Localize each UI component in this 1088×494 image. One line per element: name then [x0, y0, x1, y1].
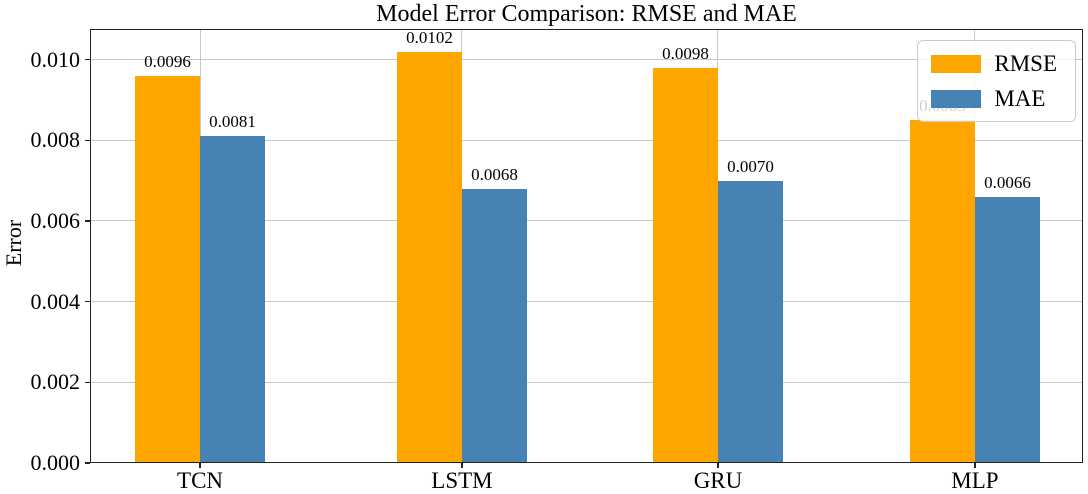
bar-rmse-lstm: [396, 51, 462, 463]
h-gridline: [90, 381, 1083, 383]
y-tick-label: 0.000: [30, 450, 81, 475]
bar-mae-gru: [717, 180, 783, 463]
bar-mae-tcn: [200, 136, 266, 463]
y-tick-label: 0.006: [30, 207, 81, 233]
h-gridline: [90, 139, 1083, 141]
y-tick-label: 0.002: [30, 369, 81, 395]
bar-value-label-rmse-tcn: 0.0096: [144, 51, 191, 71]
x-tick-mark: [717, 463, 719, 468]
y-tick-label: 0.008: [30, 127, 81, 153]
legend-swatch-rmse: [931, 54, 982, 73]
bar-mae-mlp: [974, 196, 1040, 463]
legend-label: RMSE: [994, 51, 1057, 76]
bar-value-label-mae-gru: 0.0070: [727, 156, 774, 176]
y-tick-mark: [85, 220, 90, 222]
y-tick-mark: [85, 58, 90, 61]
legend-label: MAE: [994, 86, 1046, 111]
y-tick-mark: [85, 300, 90, 303]
x-tick-mark: [199, 463, 201, 468]
x-tick-label-gru: GRU: [693, 468, 743, 493]
h-gridline: [90, 59, 1083, 61]
x-tick-label-tcn: TCN: [177, 468, 224, 493]
h-gridline: [90, 220, 1083, 222]
y-tick-mark: [85, 381, 90, 384]
bar-rmse-gru: [652, 67, 718, 463]
y-tick-mark: [85, 462, 90, 464]
bar-mae-lstm: [461, 188, 527, 463]
bar-value-label-mae-lstm: 0.0068: [471, 164, 518, 184]
legend-entry-mae: MAE: [931, 86, 1057, 111]
x-tick-label-mlp: MLP: [951, 468, 999, 493]
legend-entry-rmse: RMSE: [931, 51, 1057, 76]
x-tick-label-lstm: LSTM: [431, 468, 493, 493]
legend-swatch-mae: [931, 89, 982, 108]
bar-value-label-rmse-lstm: 0.0102: [406, 27, 453, 47]
x-tick-mark: [461, 463, 463, 468]
y-tick-mark: [85, 139, 90, 141]
chart-title: Model Error Comparison: RMSE and MAE: [376, 1, 797, 27]
bar-value-label-rmse-gru: 0.0098: [662, 43, 709, 63]
x-tick-mark: [974, 463, 976, 468]
h-gridline: [90, 301, 1083, 303]
y-tick-label: 0.010: [30, 46, 81, 72]
bar-rmse-mlp: [909, 120, 975, 463]
bar-rmse-tcn: [135, 75, 201, 463]
y-tick-label: 0.004: [30, 288, 81, 314]
bar-value-label-mae-tcn: 0.0081: [209, 112, 256, 132]
bar-value-label-mae-mlp: 0.0066: [984, 172, 1031, 192]
legend: RMSE MAE: [917, 40, 1076, 122]
